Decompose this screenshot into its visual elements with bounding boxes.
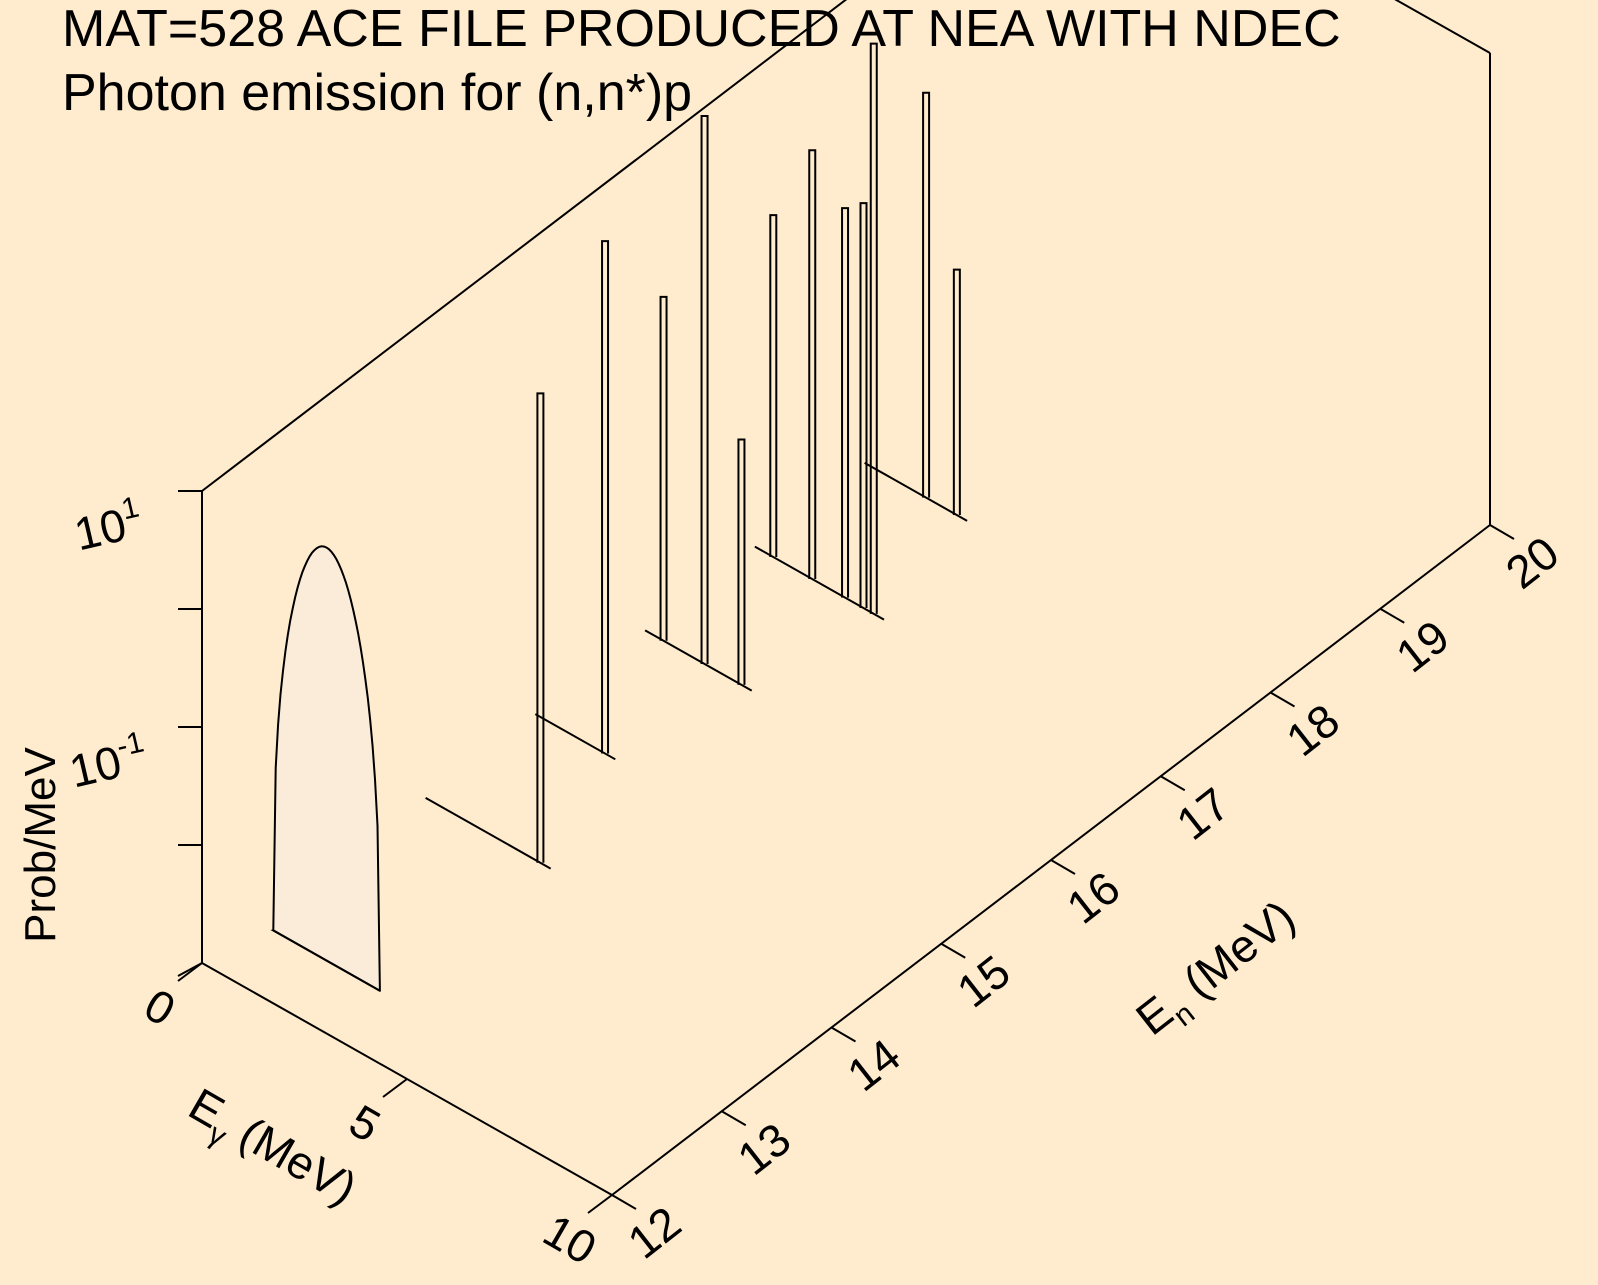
spectrum-line [859, 202, 868, 609]
en-tick-label: 19 [1386, 610, 1458, 682]
spectrum-line [922, 91, 931, 498]
en-tick [1379, 607, 1405, 624]
spectrum-line [700, 115, 709, 664]
en-tick [1050, 859, 1076, 875]
en-tick [1160, 775, 1186, 792]
egamma-axis-title: Eγ (MeV) [176, 1078, 366, 1223]
spectrum-line [536, 392, 545, 863]
chart-subtitle: Photon emission for (n,n*)p [62, 64, 693, 122]
egamma-tick-label: 5 [341, 1094, 389, 1152]
spectrum-line [659, 295, 668, 641]
en-tick [721, 1110, 747, 1127]
en-tick [1269, 691, 1296, 708]
spectrum-baseline [425, 796, 552, 870]
en-tick-label: 13 [728, 1112, 800, 1184]
z-axis-title: Prob/MeV [16, 747, 65, 943]
egamma-tick [177, 962, 203, 982]
en-tick-label: 14 [837, 1029, 909, 1101]
egamma-tick-label: 10 [535, 1204, 605, 1275]
title-block: MAT=528 ACE FILE PRODUCED AT NEA WITH ND… [62, 0, 1341, 122]
egamma-tick [382, 1078, 408, 1098]
spectrum-line [769, 214, 778, 558]
spectrum-baseline [644, 629, 753, 692]
z-tick-label: 10-1 [64, 725, 152, 797]
spectrum-line [737, 438, 746, 685]
line-spectra [425, 42, 968, 870]
en-tick-label: 12 [618, 1196, 690, 1268]
back-wall-top-edge [201, 0, 848, 492]
spectrum-baseline [864, 461, 968, 522]
continuum-spectrum [270, 545, 381, 992]
en-tick [611, 1194, 637, 1210]
continuum-area [270, 545, 381, 992]
en-tick-label: 15 [947, 945, 1019, 1017]
en-tick-label: 18 [1276, 694, 1348, 766]
spectrum-line [952, 268, 961, 516]
spectrum-baseline [534, 713, 616, 761]
chart-title: MAT=528 ACE FILE PRODUCED AT NEA WITH ND… [62, 0, 1341, 58]
en-tick [1489, 524, 1515, 540]
en-tick [830, 1026, 857, 1043]
spectrum-line [841, 207, 850, 598]
spectrum-line [869, 42, 878, 614]
axis-ticks [177, 490, 1515, 1214]
axis-labels: 101 10-1 0 5 10 12 13 14 15 16 17 18 19 20 Prob/MeV Eγ … [16, 491, 1568, 1275]
spectrum-line [808, 149, 817, 580]
en-tick-label: 17 [1167, 777, 1239, 849]
z-tick-label: 101 [69, 491, 148, 561]
side-wall-top-edge [1394, 0, 1491, 54]
en-axis-title: En (MeV) [1126, 890, 1310, 1052]
spectrum-baseline [754, 545, 885, 621]
spectrum-line [601, 240, 610, 754]
egamma-tick [587, 1194, 613, 1214]
en-tick [940, 942, 966, 959]
egamma-tick-label: 0 [136, 978, 184, 1036]
continuum-baseline [272, 929, 381, 992]
en-tick-label: 20 [1496, 526, 1568, 598]
en-tick-label: 16 [1057, 861, 1129, 933]
